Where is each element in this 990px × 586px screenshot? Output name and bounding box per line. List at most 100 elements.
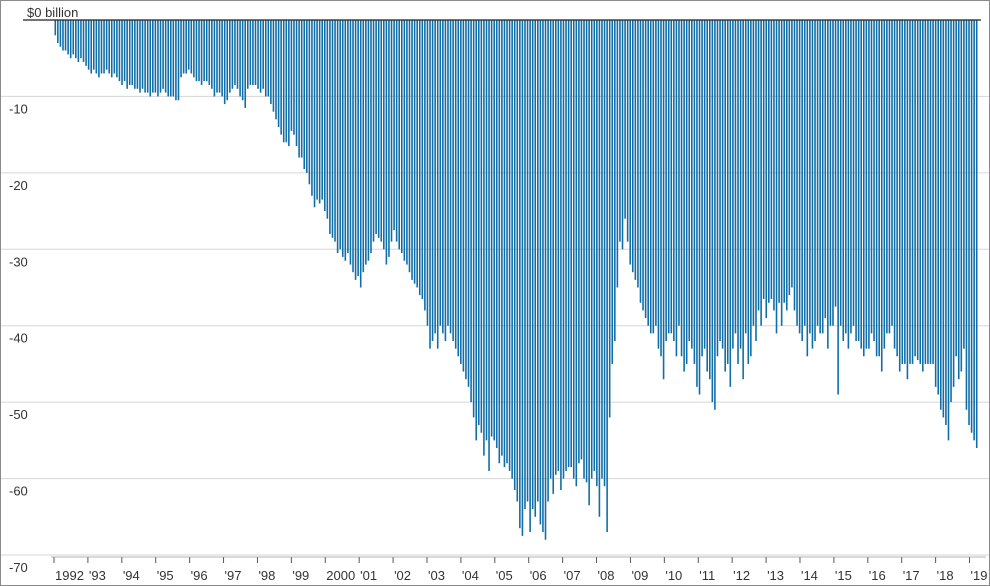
bar (642, 20, 644, 311)
bar (619, 20, 621, 242)
bar (791, 20, 793, 288)
bar (100, 20, 103, 74)
bar (98, 20, 100, 78)
bar (524, 20, 526, 510)
bar (421, 20, 424, 299)
bar (847, 20, 850, 349)
bar (413, 20, 416, 284)
bar (418, 20, 421, 296)
bar (696, 20, 698, 387)
bar (614, 20, 616, 341)
bar (814, 20, 816, 341)
bar (470, 20, 472, 403)
bar (616, 20, 619, 288)
bar (75, 20, 77, 59)
bar (272, 20, 275, 112)
bar (644, 20, 647, 319)
bar (798, 20, 801, 334)
bar (239, 20, 241, 97)
bar (203, 20, 205, 82)
bar (631, 20, 634, 273)
bar (385, 20, 388, 265)
bar (860, 20, 863, 349)
bar (465, 20, 467, 380)
bar (857, 20, 860, 341)
bar (755, 20, 757, 341)
bar (221, 20, 223, 97)
x-tick-label: '01 (360, 568, 377, 583)
x-tick-label: '96 (191, 568, 208, 583)
bar (626, 20, 629, 242)
bar (726, 20, 729, 364)
bar (873, 20, 875, 341)
bar (388, 20, 390, 257)
bar (126, 20, 128, 89)
bar (198, 20, 200, 82)
bar (218, 20, 221, 93)
bar (896, 20, 898, 357)
x-tick-label: '12 (733, 568, 750, 583)
bar (503, 20, 506, 468)
bar (264, 20, 267, 97)
bar (331, 20, 334, 238)
bar (606, 20, 608, 533)
bar (929, 20, 932, 364)
bar (542, 20, 544, 533)
bar (957, 20, 960, 380)
bar (318, 20, 321, 204)
bar (454, 20, 457, 349)
bar (821, 20, 824, 334)
bar (588, 20, 590, 506)
bar (803, 20, 806, 326)
bar (960, 20, 963, 372)
bar (190, 20, 193, 74)
bar (167, 20, 170, 97)
x-tick-label: '04 (462, 568, 479, 583)
bar (737, 20, 739, 364)
bar (298, 20, 300, 158)
y-tick-label: -40 (9, 331, 28, 346)
bar (377, 20, 380, 238)
bar (739, 20, 742, 349)
bar (244, 20, 247, 108)
x-tick-label: '14 (801, 568, 818, 583)
bar (103, 20, 105, 74)
bar (760, 20, 762, 326)
bar (701, 20, 703, 357)
bar (963, 20, 965, 349)
bar (511, 20, 513, 479)
bar (398, 20, 401, 250)
bar (975, 20, 978, 448)
bar (462, 20, 465, 372)
bar (765, 20, 768, 319)
bar (501, 20, 503, 456)
x-tick-label: '99 (292, 568, 309, 583)
bar (159, 20, 162, 93)
bar (965, 20, 968, 410)
bar (906, 20, 909, 380)
bar (888, 20, 891, 334)
bar (649, 20, 652, 334)
bar (578, 20, 580, 464)
bar (708, 20, 711, 380)
bar (169, 20, 172, 97)
bar (308, 20, 311, 185)
bar (69, 20, 72, 59)
bar (909, 20, 911, 364)
bar (490, 20, 493, 437)
bar (667, 20, 670, 334)
bar (629, 20, 632, 265)
bar (444, 20, 447, 341)
x-tick-label: 1992 (55, 568, 84, 583)
y-tick-label: -30 (9, 254, 28, 269)
bar (554, 20, 557, 475)
bar (241, 20, 244, 101)
bar (778, 20, 780, 303)
bar (824, 20, 827, 319)
bar (852, 20, 855, 326)
bar (685, 20, 688, 364)
y-axis-unit-label: $0 billion (27, 5, 78, 20)
bar (970, 20, 973, 433)
bar (893, 20, 896, 349)
bar (280, 20, 282, 135)
